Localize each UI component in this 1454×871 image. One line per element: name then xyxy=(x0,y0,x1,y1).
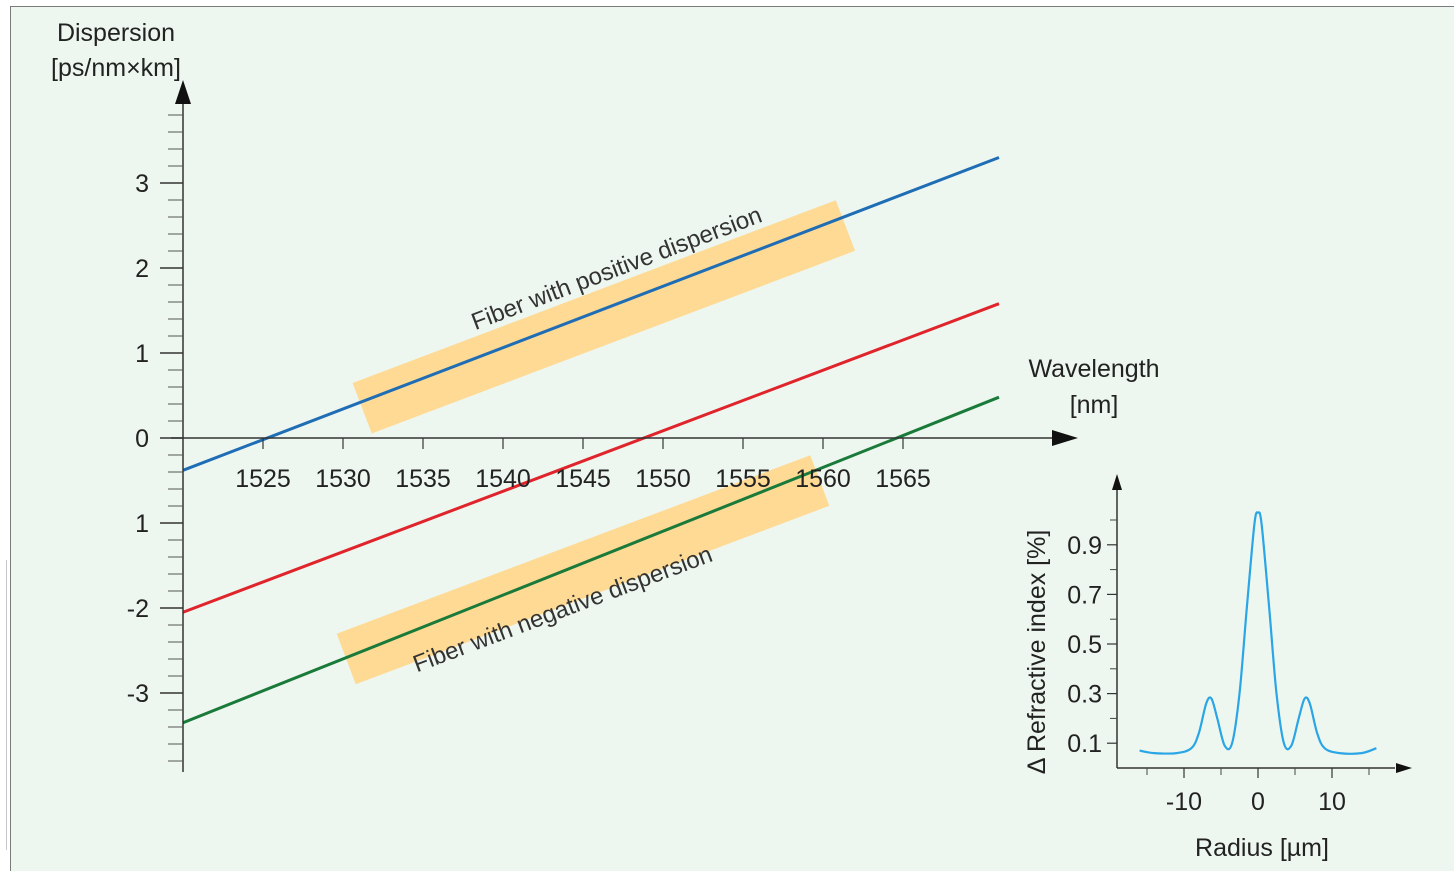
y-tick-label: -2 xyxy=(127,595,149,623)
x-axis-title-line-1: Wavelength xyxy=(1028,355,1159,383)
y-tick-label: 1 xyxy=(135,340,149,368)
inset-y-tick-label: 0.3 xyxy=(1067,681,1102,709)
dispersion-line-1 xyxy=(182,156,1000,472)
x-axis-arrowhead xyxy=(1052,430,1078,446)
refractive-index-profile-line xyxy=(1139,511,1377,755)
dispersion-line-2 xyxy=(182,302,1000,614)
x-tick-label: 1525 xyxy=(235,465,291,493)
inset-y-tick-label: 0.9 xyxy=(1067,532,1102,560)
x-tick-label: 1535 xyxy=(395,465,451,493)
y-tick-label: 3 xyxy=(135,170,149,198)
inset-y-axis-title: Δ Refractive index [%] xyxy=(1023,530,1051,775)
x-tick-label: 1560 xyxy=(795,465,851,493)
inset-y-tick-label: 0.7 xyxy=(1067,581,1102,609)
dispersion-line-3 xyxy=(182,395,1000,725)
y-tick-label: 1 xyxy=(135,510,149,538)
y-axis-arrowhead xyxy=(175,80,191,104)
main-dispersion-chart: 1525 1530 1535 1540 1545 1550 1555 1560 1565 3 2 1 0… xyxy=(51,19,1160,772)
inset-y-tick-label: 0.1 xyxy=(1067,730,1102,758)
x-tick-label: 1540 xyxy=(475,465,531,493)
inset-x-axis-title: Radius [µm] xyxy=(1195,834,1329,862)
inset-refractive-index-chart: -10 0 10 0.1 0.3 0.5 0.7 0.9 Radius [µm] Δ Refr… xyxy=(1023,474,1412,862)
inset-y-tick-label: 0.5 xyxy=(1067,631,1102,659)
x-tick-label: 1555 xyxy=(715,465,771,493)
inset-y-axis-arrowhead xyxy=(1112,474,1122,490)
y-tick-label: 0 xyxy=(135,425,149,453)
x-tick-label: 1550 xyxy=(635,465,691,493)
x-tick-label: 1545 xyxy=(555,465,611,493)
x-tick-label: 1565 xyxy=(875,465,931,493)
y-tick-label: -3 xyxy=(127,680,149,708)
inset-x-tick-label: -10 xyxy=(1166,788,1202,816)
y-tick-label: 2 xyxy=(135,255,149,283)
dispersion-band-1 xyxy=(352,200,855,434)
x-axis-title-line-2: [nm] xyxy=(1070,391,1119,419)
inset-x-tick-label: 10 xyxy=(1318,788,1346,816)
inset-x-axis-arrowhead xyxy=(1396,763,1412,773)
y-axis-title-line-1: Dispersion xyxy=(57,19,175,47)
x-tick-label: 1530 xyxy=(315,465,371,493)
y-axis-title-line-2: [ps/nm×km] xyxy=(51,54,181,82)
page-edge-divider xyxy=(0,560,7,850)
inset-x-tick-label: 0 xyxy=(1251,788,1265,816)
